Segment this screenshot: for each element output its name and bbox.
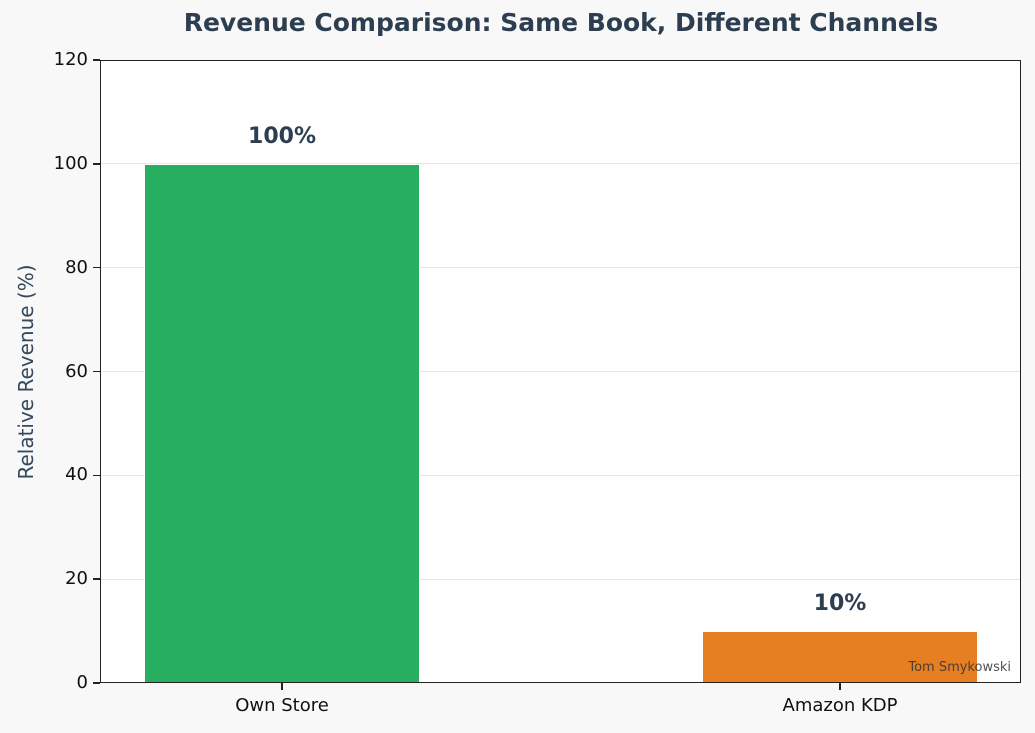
y-tick-label: 100	[53, 152, 88, 174]
bar-own-store	[144, 163, 420, 683]
x-tick-mark	[281, 683, 283, 690]
x-tick-label: Amazon KDP	[782, 695, 898, 716]
gridline	[101, 474, 1020, 476]
bar-value-label: 100%	[248, 123, 316, 149]
x-tick-mark	[839, 683, 841, 690]
y-tick-label: 20	[65, 568, 88, 590]
y-tick-label: 40	[65, 464, 88, 486]
gridline	[101, 371, 1020, 372]
y-tick-mark	[93, 578, 100, 580]
y-tick-label: 0	[76, 672, 88, 693]
y-axis-label: Relative Revenue (%)	[14, 264, 38, 480]
gridline	[101, 578, 1020, 580]
y-tick-mark	[93, 59, 100, 61]
chart-title: Revenue Comparison: Same Book, Different…	[183, 8, 939, 37]
y-tick-label: 120	[53, 49, 88, 70]
y-tick-label: 60	[65, 360, 88, 382]
x-tick-label: Own Store	[235, 695, 329, 716]
watermark: Tom Smykowski	[908, 660, 1011, 675]
y-tick-mark	[93, 370, 100, 373]
gridline	[101, 163, 1020, 165]
y-tick-label: 80	[65, 256, 88, 278]
y-tick-mark	[93, 266, 100, 269]
y-tick-mark	[93, 163, 100, 165]
y-tick-mark	[93, 682, 100, 684]
bar-amazon-kdp	[702, 631, 978, 683]
y-tick-mark	[93, 474, 100, 477]
bar-value-label: 10%	[813, 591, 867, 617]
gridline	[101, 267, 1020, 269]
